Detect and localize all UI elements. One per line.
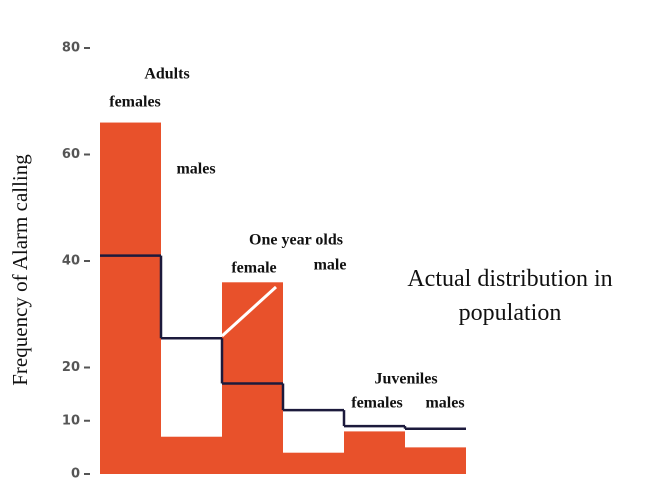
bar <box>344 431 405 474</box>
y-tick-label: 0 <box>71 467 80 482</box>
pointer-line <box>220 285 278 338</box>
bar <box>100 122 161 475</box>
category-label: females <box>351 395 403 412</box>
y-axis-label: Frequency of Alarm calling <box>8 154 32 386</box>
bar <box>222 282 283 474</box>
category-label: males <box>176 161 215 178</box>
bar <box>283 452 344 474</box>
y-tick-label: 40 <box>62 254 80 269</box>
y-tick-label: 20 <box>62 360 80 375</box>
y-tick-label: 80 <box>62 41 80 56</box>
group-label: Juveniles <box>374 371 437 388</box>
category-label: female <box>231 260 276 277</box>
legend-label: Actual distribution in population <box>407 266 613 326</box>
bar <box>405 447 466 474</box>
category-label: males <box>425 395 464 412</box>
group-label: One year olds <box>249 232 343 249</box>
bar <box>161 436 222 474</box>
group-label: Adults <box>144 66 189 83</box>
category-label: male <box>314 257 347 274</box>
category-label: females <box>109 94 161 111</box>
y-tick-label: 10 <box>62 413 80 428</box>
y-tick-label: 60 <box>62 147 80 162</box>
